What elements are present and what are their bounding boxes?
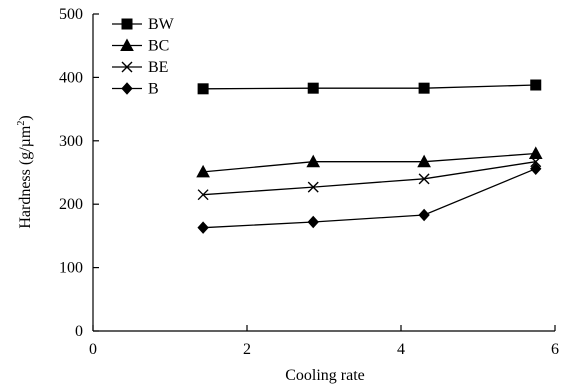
x-ticks: 0 2 4 6 <box>89 325 559 358</box>
series-bw <box>197 79 542 95</box>
legend: BW BC BE B <box>112 16 175 98</box>
series-b <box>197 162 542 234</box>
legend-item-bc: BC <box>112 38 169 55</box>
data-point-bc <box>196 164 210 178</box>
series-line-be <box>203 161 536 196</box>
series-line-b <box>203 168 537 229</box>
legend-item-be: BE <box>112 59 168 76</box>
data-point-be <box>530 156 542 168</box>
x-axis-title: Cooling rate <box>285 367 365 384</box>
legend-label-bw: BW <box>148 16 175 33</box>
x-tick-label: 4 <box>397 341 405 358</box>
data-point-be <box>418 173 430 185</box>
legend-marker-be <box>121 61 133 73</box>
series-bc <box>196 146 543 178</box>
y-tick-label: 400 <box>59 69 83 86</box>
y-axis-title: Hardness (g/µm2) <box>16 115 34 228</box>
data-point-bw <box>197 83 209 95</box>
data-point-bc <box>417 154 431 168</box>
legend-item-b: B <box>112 81 159 98</box>
y-tick-label: 200 <box>59 196 83 213</box>
series-layer <box>196 79 543 234</box>
data-point-b <box>197 221 209 234</box>
y-axis-title-group: Hardness (g/µm2) <box>16 115 34 228</box>
x-tick-label: 2 <box>243 341 251 358</box>
legend-marker-bw <box>121 18 133 30</box>
data-point-be <box>197 189 209 201</box>
legend-marker-b <box>121 82 133 95</box>
data-point-b <box>530 162 542 175</box>
y-ticks: 0 100 200 300 400 500 <box>59 6 99 340</box>
y-tick-label: 100 <box>59 260 83 277</box>
x-tick-label: 6 <box>551 341 559 358</box>
y-axis-title-close: ) <box>17 115 34 120</box>
y-tick-label: 0 <box>75 323 83 340</box>
legend-marker-bc <box>120 38 134 51</box>
legend-label-bc: BC <box>148 38 169 55</box>
axes <box>92 14 555 332</box>
y-tick-label: 300 <box>59 133 83 150</box>
data-point-be <box>307 181 319 193</box>
data-point-bc <box>528 146 543 159</box>
data-point-bc <box>306 154 321 168</box>
legend-label-b: B <box>148 81 159 98</box>
x-tick-label: 0 <box>89 341 97 358</box>
y-axis-title-superscript: 2 <box>16 121 27 126</box>
y-axis-title-main: Hardness (g/µm <box>17 125 34 229</box>
series-line-bc <box>203 152 536 173</box>
legend-label-be: BE <box>148 59 168 76</box>
y-tick-label: 500 <box>59 6 83 23</box>
data-point-bw <box>307 82 319 94</box>
legend-item-bw: BW <box>112 16 175 33</box>
data-point-b <box>307 215 319 229</box>
data-point-b <box>418 208 430 222</box>
data-point-bw <box>530 79 542 91</box>
series-be <box>197 156 542 201</box>
series-line-bw <box>203 84 536 90</box>
data-point-bw <box>418 82 430 94</box>
